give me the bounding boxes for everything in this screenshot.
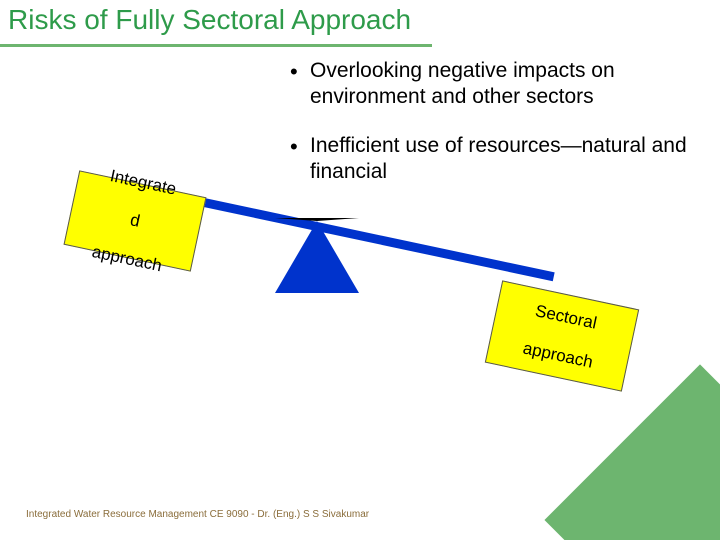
footer-text: Integrated Water Resource Management CE … — [26, 509, 369, 520]
right-block-line: Sectoral — [529, 300, 602, 334]
left-block-line: d — [98, 204, 171, 238]
slide: Risks of Fully Sectoral Approach Overloo… — [0, 0, 720, 540]
bullet-text: Overlooking negative impacts on environm… — [310, 59, 615, 108]
seesaw-diagram: Integrate d approach Sectoral approach — [0, 160, 720, 480]
seesaw-fulcrum — [275, 218, 359, 293]
left-block-line: Integrate — [106, 166, 179, 200]
left-block-line: approach — [90, 242, 163, 276]
right-block: Sectoral approach — [485, 280, 639, 391]
left-block: Integrate d approach — [64, 170, 207, 271]
title-underline — [0, 44, 432, 47]
slide-title: Risks of Fully Sectoral Approach — [8, 4, 411, 36]
bullet-item: Overlooking negative impacts on environm… — [290, 58, 690, 111]
right-block-line: approach — [521, 338, 594, 372]
